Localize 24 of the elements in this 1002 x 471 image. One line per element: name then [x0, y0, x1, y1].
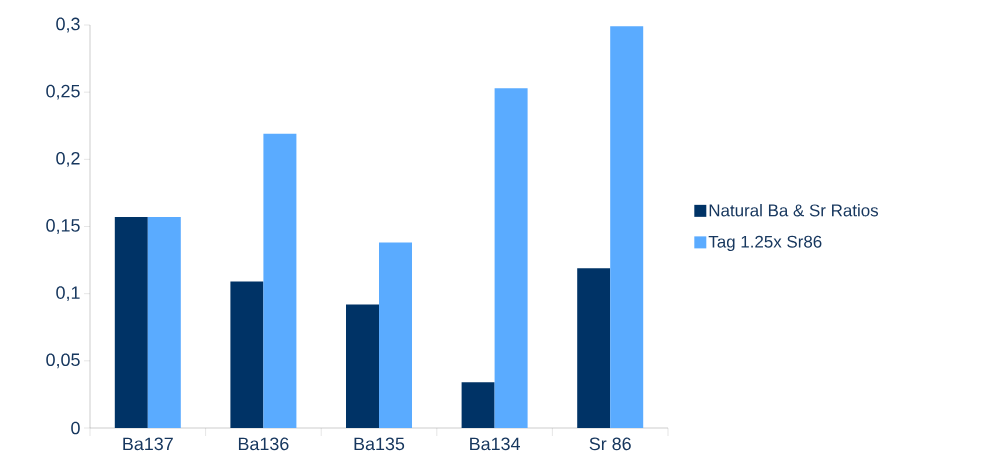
bar — [461, 382, 495, 428]
bar — [379, 242, 412, 428]
x-tick-label: Ba135 — [354, 437, 405, 451]
y-tick-label: 0,3 — [56, 17, 80, 33]
bar — [263, 133, 297, 428]
bar — [494, 88, 528, 428]
x-tick-label: Ba137 — [123, 437, 173, 451]
bar — [114, 217, 148, 428]
bar — [346, 304, 379, 428]
legend-label: Tag 1.25x Sr86 — [708, 235, 822, 252]
x-tick-label: Ba134 — [470, 437, 520, 451]
x-tick-label: Ba136 — [238, 437, 289, 451]
y-tick-label: 0,05 — [46, 353, 80, 369]
y-tick-label: 0,25 — [46, 84, 80, 100]
bar — [577, 268, 611, 428]
x-tick-label: Sr 86 — [589, 437, 631, 451]
y-tick-label: 0,1 — [56, 286, 80, 302]
y-tick-label: 0,15 — [46, 219, 80, 234]
bar — [610, 26, 644, 428]
y-tick-label: 0 — [71, 421, 80, 435]
y-tick-label: 0,2 — [56, 151, 80, 167]
bar — [230, 281, 264, 428]
legend-label: Natural Ba & Sr Ratios — [709, 203, 879, 217]
bar — [147, 217, 181, 428]
